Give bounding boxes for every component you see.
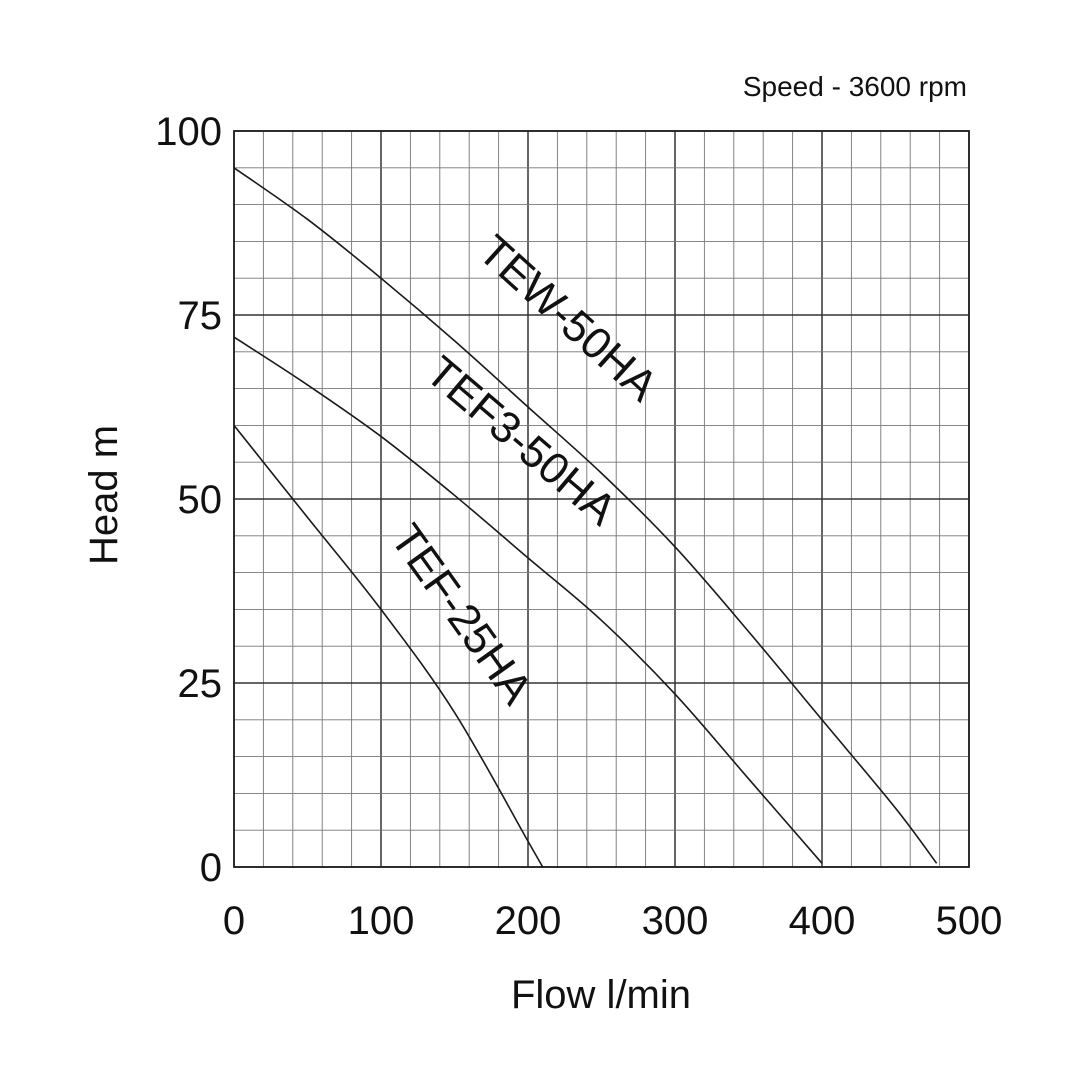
curve-tef3-50ha bbox=[233, 336, 823, 864]
x-tick-label: 200 bbox=[495, 899, 562, 943]
speed-annotation: Speed - 3600 rpm bbox=[743, 71, 967, 102]
x-axis-title: Flow l/min bbox=[511, 973, 691, 1017]
x-axis-ticks: 0 100 200 300 400 500 bbox=[223, 899, 1003, 943]
y-tick-label: 25 bbox=[178, 662, 223, 706]
x-tick-label: 300 bbox=[642, 899, 709, 943]
curve-tew-50ha bbox=[233, 167, 938, 864]
y-axis-title: Head m bbox=[82, 425, 126, 565]
x-tick-label: 100 bbox=[348, 899, 415, 943]
x-tick-label: 0 bbox=[223, 899, 245, 943]
y-tick-label: 75 bbox=[178, 294, 223, 338]
y-tick-label: 0 bbox=[200, 846, 222, 890]
x-tick-label: 400 bbox=[789, 899, 856, 943]
y-tick-label: 100 bbox=[155, 110, 222, 154]
x-tick-label: 500 bbox=[936, 899, 1003, 943]
y-tick-label: 50 bbox=[178, 478, 223, 522]
series-label: TEF-25HA bbox=[381, 515, 542, 713]
y-axis-ticks: 0 25 50 75 100 bbox=[155, 110, 222, 890]
curve-tef-25ha bbox=[233, 424, 544, 868]
plot-frame bbox=[233, 130, 970, 868]
plot-grid bbox=[233, 130, 970, 868]
